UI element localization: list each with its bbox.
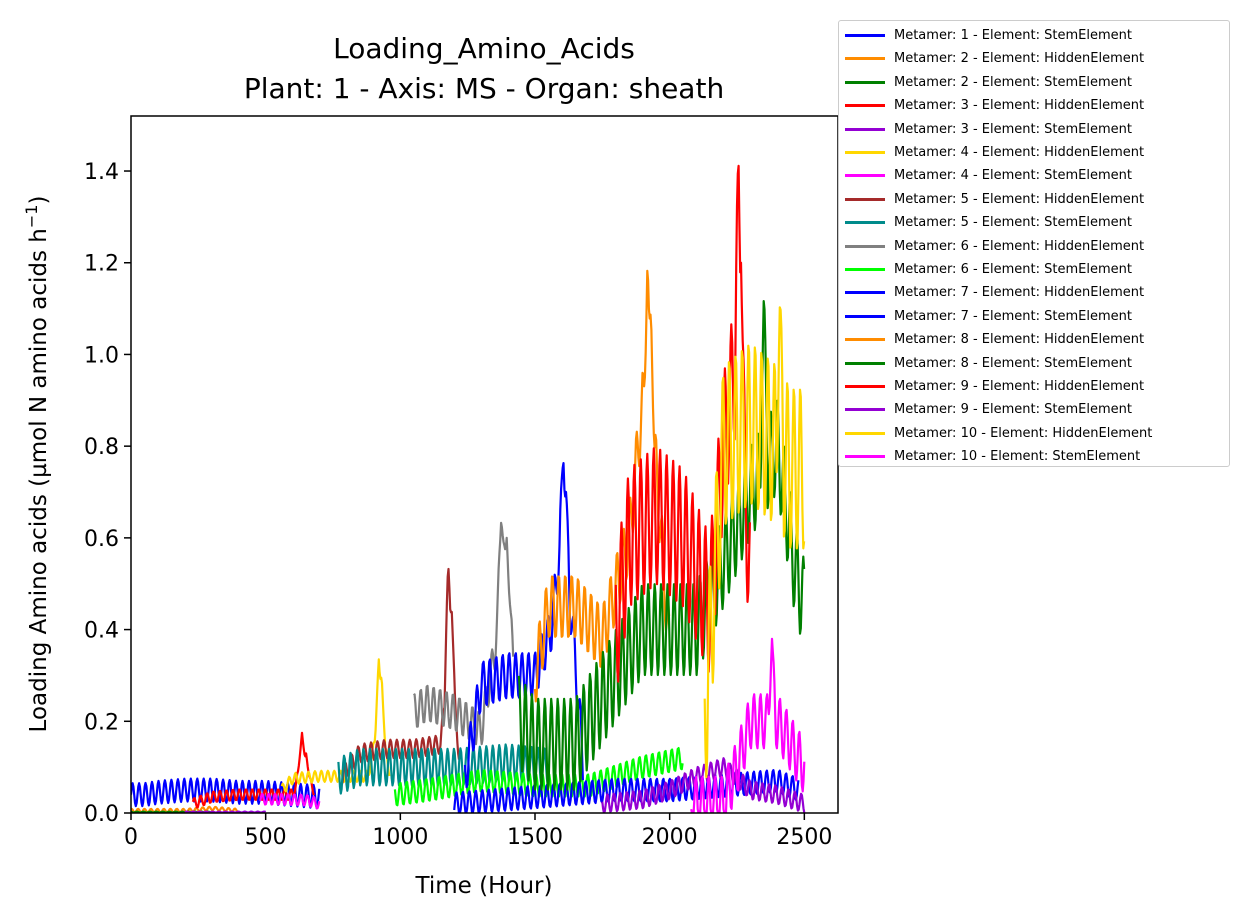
legend-label: Metamer: 9 - Element: HiddenElement <box>894 379 1145 394</box>
legend: Metamer: 1 - Element: StemElement Metamer… <box>838 20 1230 467</box>
legend-label: Metamer: 5 - Element: HiddenElement <box>894 191 1145 207</box>
legend-label: Metamer: 4 - Element: StemElement <box>894 168 1132 184</box>
legend-item: Metamer: 8 - Element: HiddenElement <box>845 328 1144 351</box>
legend-swatch <box>845 291 885 295</box>
legend-label: Metamer: 10 - Element: HiddenElement <box>894 425 1153 441</box>
legend-label: Metamer: 2 - Element: StemElement <box>894 74 1132 90</box>
x-tick-label: 2500 <box>776 825 832 850</box>
legend-item: Metamer: 7 - Element: HiddenElement <box>845 281 1144 304</box>
legend-item: Metamer: 5 - Element: StemElement <box>845 211 1132 234</box>
x-axis-label: Time (Hour) <box>415 873 553 899</box>
legend-label: Metamer: 5 - Element: StemElement <box>894 215 1132 231</box>
y-tick-label: 1.2 <box>84 252 119 277</box>
y-axis: 0.0 0.2 0.4 0.6 0.8 1.0 1.2 1.4 <box>84 160 131 827</box>
y-axis-label-main: Loading Amino acids (µmol N amino acids … <box>26 228 52 732</box>
x-tick-label: 0 <box>124 825 138 850</box>
legend-label: Metamer: 8 - Element: StemElement <box>894 355 1132 371</box>
series-layer <box>131 164 806 813</box>
series-line <box>533 269 671 703</box>
legend-swatch <box>845 431 885 435</box>
chart-subtitle: Plant: 1 - Axis: MS - Organ: sheath <box>244 72 724 105</box>
legend-item: Metamer: 2 - Element: HiddenElement <box>845 47 1144 70</box>
y-tick-label: 0.8 <box>84 435 119 460</box>
y-tick-label: 0.2 <box>84 710 119 735</box>
legend-swatch <box>845 34 885 37</box>
legend-swatch <box>845 104 885 108</box>
y-tick-label: 0.6 <box>84 527 119 552</box>
y-tick-label: 0.0 <box>84 802 119 827</box>
x-tick-label: 500 <box>245 825 287 850</box>
series-line <box>340 567 461 786</box>
series-line <box>690 637 806 813</box>
legend-item: Metamer: 2 - Element: StemElement <box>845 71 1132 94</box>
legend-label: Metamer: 4 - Element: HiddenElement <box>894 145 1145 160</box>
legend-item: Metamer: 10 - Element: HiddenElement <box>845 422 1152 445</box>
x-tick-label: 2000 <box>642 825 698 850</box>
legend-swatch <box>845 127 885 131</box>
legend-label: Metamer: 9 - Element: StemElement <box>894 402 1132 418</box>
y-axis-label-close: ) <box>26 196 52 205</box>
legend-swatch <box>845 361 885 365</box>
x-tick-label: 1000 <box>372 825 428 850</box>
legend-item: Metamer: 3 - Element: HiddenElement <box>845 94 1144 117</box>
y-tick-label: 1.4 <box>84 160 119 185</box>
x-tick-label: 1500 <box>507 825 563 850</box>
legend-item: Metamer: 9 - Element: HiddenElement <box>845 375 1144 398</box>
legend-swatch <box>845 221 885 225</box>
series-line <box>337 743 550 795</box>
legend-swatch <box>845 57 885 61</box>
legend-label: Metamer: 10 - Element: StemElement <box>894 449 1141 465</box>
legend-label: Metamer: 7 - Element: StemElement <box>894 308 1132 324</box>
legend-swatch <box>845 244 885 248</box>
legend-swatch <box>845 174 885 178</box>
legend-swatch <box>845 385 885 388</box>
legend-label: Metamer: 7 - Element: HiddenElement <box>894 285 1145 301</box>
legend-swatch <box>845 455 885 459</box>
legend-swatch <box>845 151 885 154</box>
legend-item: Metamer: 4 - Element: StemElement <box>845 164 1132 187</box>
legend-label: Metamer: 8 - Element: HiddenElement <box>894 332 1145 348</box>
legend-label: Metamer: 6 - Element: StemElement <box>894 262 1132 277</box>
legend-item: Metamer: 6 - Element: HiddenElement <box>845 235 1144 258</box>
legend-item: Metamer: 4 - Element: HiddenElement <box>845 141 1144 164</box>
series-line <box>412 521 515 746</box>
legend-swatch <box>845 314 885 318</box>
legend-label: Metamer: 1 - Element: StemElement <box>894 28 1132 43</box>
series-line <box>463 462 584 789</box>
legend-label: Metamer: 3 - Element: StemElement <box>894 121 1132 137</box>
chart-title: Loading_Amino_Acids <box>333 32 635 65</box>
legend-label: Metamer: 6 - Element: HiddenElement <box>894 238 1145 254</box>
legend-swatch <box>845 268 885 271</box>
legend-item: Metamer: 6 - Element: StemElement <box>845 258 1132 281</box>
y-axis-label-sup: −1 <box>22 205 41 229</box>
series-line <box>184 810 267 813</box>
legend-item: Metamer: 8 - Element: StemElement <box>845 352 1132 375</box>
legend-label: Metamer: 3 - Element: HiddenElement <box>894 98 1145 114</box>
legend-swatch <box>845 338 885 342</box>
series-line <box>703 306 806 779</box>
legend-swatch <box>845 408 885 412</box>
legend-item: Metamer: 7 - Element: StemElement <box>845 305 1132 328</box>
x-axis: 0 500 1000 1500 2000 2500 <box>124 813 832 850</box>
legend-swatch <box>845 197 885 201</box>
y-tick-label: 1.0 <box>84 343 119 368</box>
y-tick-label: 0.4 <box>84 619 119 644</box>
legend-item: Metamer: 5 - Element: HiddenElement <box>845 188 1144 211</box>
legend-item: Metamer: 9 - Element: StemElement <box>845 398 1132 421</box>
legend-item: Metamer: 3 - Element: StemElement <box>845 118 1132 141</box>
legend-item: Metamer: 10 - Element: StemElement <box>845 445 1140 468</box>
legend-swatch <box>845 80 885 84</box>
series-line <box>259 792 321 810</box>
y-axis-label: Loading Amino acids (µmol N amino acids … <box>22 196 52 733</box>
legend-item: Metamer: 1 - Element: StemElement <box>845 24 1132 47</box>
series-line <box>601 757 806 813</box>
legend-label: Metamer: 2 - Element: HiddenElement <box>894 51 1145 67</box>
